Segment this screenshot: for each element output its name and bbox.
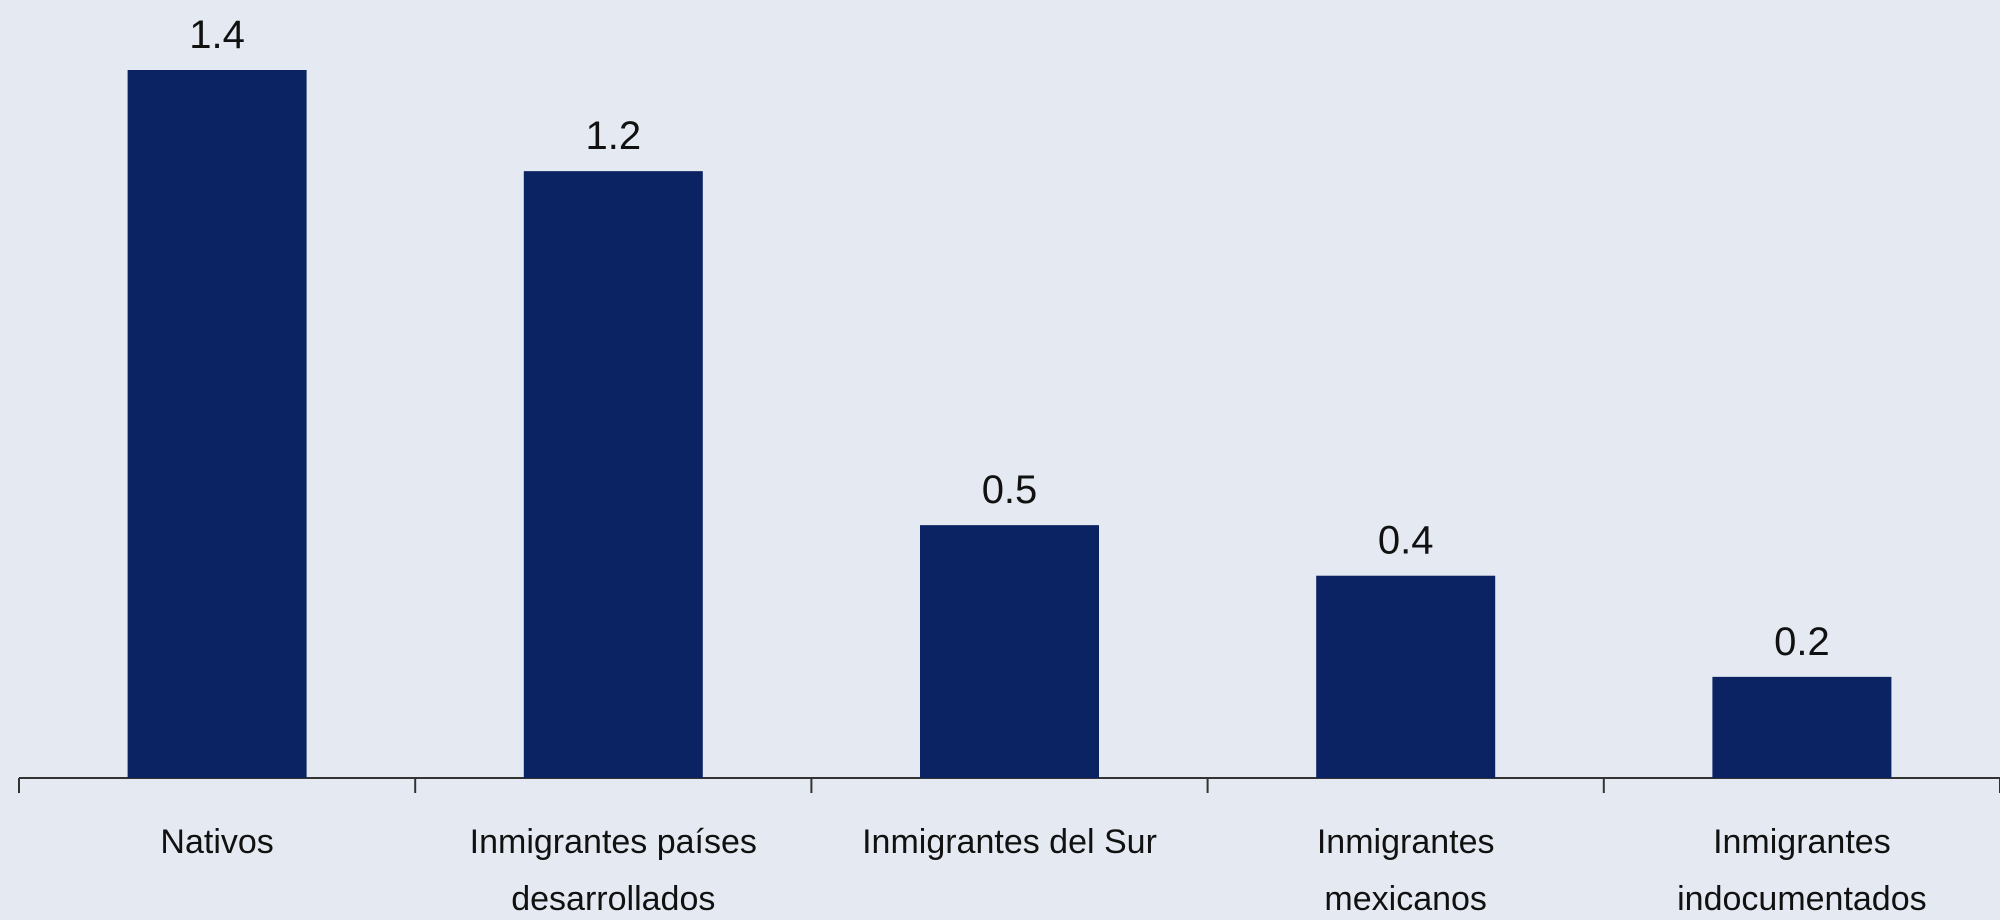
x-tick-label: Inmigrantes del Sur	[862, 823, 1157, 861]
x-tick-label: Inmigrantes mexicanos	[1316, 823, 1495, 918]
bar	[523, 171, 703, 779]
x-tick-label: Inmigrantes países desarrollados	[469, 823, 757, 918]
value-label: 0.5	[982, 468, 1038, 512]
x-tick-label: Nativos	[160, 823, 274, 861]
value-label: 1.2	[585, 114, 641, 158]
value-label: 0.4	[1378, 519, 1434, 563]
bar	[127, 70, 307, 778]
value-label: 0.2	[1774, 620, 1830, 664]
bar	[1316, 575, 1496, 778]
value-label: 1.4	[189, 13, 245, 57]
x-tick-label: Inmigrantes indocumentados	[1677, 823, 1927, 918]
bar	[920, 525, 1099, 778]
bar	[1712, 676, 1892, 778]
